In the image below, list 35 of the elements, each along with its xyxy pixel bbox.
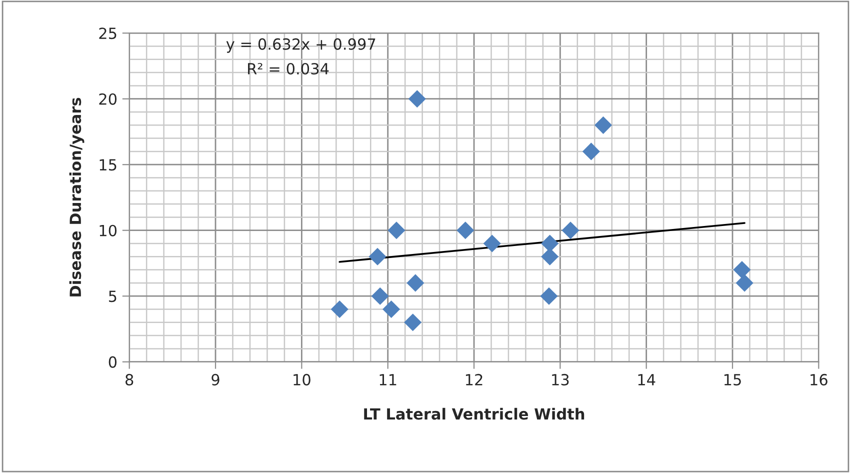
point [736,274,754,292]
x-tick-label: 14 [638,374,656,386]
point [483,234,501,252]
x-axis-title: LT Lateral Ventricle Width [364,408,584,420]
y-tick-label: 0 [108,356,117,368]
y-tick-label: 15 [100,159,116,171]
y-tick-label: 5 [109,290,116,302]
y-tick-label: 10 [100,224,117,236]
point [388,222,406,240]
point [404,314,422,332]
point [371,287,389,305]
y-axis-title: Disease Duration/years [69,98,84,296]
x-tick-label: 10 [294,374,310,386]
x-tick-label: 8 [126,374,134,386]
x-tick-label: 12 [466,374,482,386]
point [456,222,474,240]
y-tick-label: 20 [99,93,117,105]
y-tick-label: 25 [99,28,116,40]
annotation: y = 0.632x + 0.997 [226,38,376,53]
point [594,116,612,134]
x-tick-label: 9 [212,374,220,386]
point [733,261,751,279]
x-tick-label: 11 [380,374,396,386]
x-tick-label: 13 [552,374,569,386]
annotation: R² = 0.034 [248,62,329,75]
point [562,222,580,240]
x-tick-label: 16 [810,374,828,386]
point [540,287,558,305]
x-tick-label: 15 [724,374,741,386]
point [368,248,386,266]
point [582,142,600,160]
point [408,90,426,108]
point [382,300,400,318]
point [330,300,348,318]
point [406,274,424,292]
